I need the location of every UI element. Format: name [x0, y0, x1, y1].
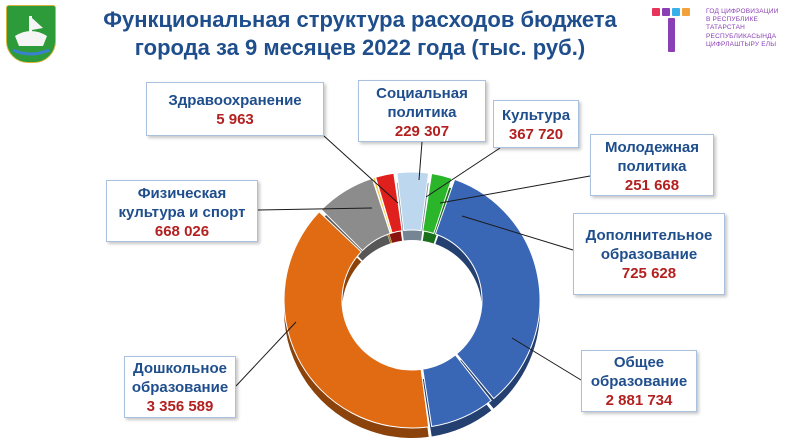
slice-label-preschool-education: Дошкольное образование 3 356 589 [124, 356, 236, 418]
title-line-1: Функциональная структура расходов бюджет… [103, 7, 617, 32]
slice-value: 367 720 [508, 126, 564, 143]
slice-label-healthcare: Здравоохранение 5 963 [146, 82, 324, 136]
slice-name: культура и спорт [118, 204, 246, 221]
slice-value: 5 963 [216, 111, 254, 128]
leader-line-youth-policy [439, 175, 591, 204]
slice-name: Культура [501, 107, 571, 124]
brand-text: ГОД ЦИФРОВИЗАЦИИ В РЕСПУБЛИКЕ ТАТАРСТАН … [706, 8, 779, 49]
brand-line: ТАТАРСТАН [706, 24, 745, 32]
leader-line-culture [425, 147, 501, 198]
slice-label-culture: Культура 367 720 [493, 100, 579, 148]
page-title: Функциональная структура расходов бюджет… [60, 6, 660, 62]
digitalization-year-logo-icon [652, 8, 690, 52]
leader-line-social-policy [418, 141, 423, 181]
brand-line: РЕСПУБЛИКАСЫНДА [706, 32, 777, 40]
slice-label-general-education: Общее образование 2 881 734 [581, 350, 697, 412]
brand-line: ГОД ЦИФРОВИЗАЦИИ [706, 8, 779, 15]
leader-line-physical-culture [257, 207, 373, 211]
leader-line-preschool-education [235, 321, 297, 387]
donut-slice [283, 211, 430, 429]
slice-value: 725 628 [621, 265, 677, 282]
slice-name: Физическая [137, 185, 227, 202]
slice-name: образование [600, 246, 698, 263]
slice-label-physical-culture: Физическая культура и спорт 668 026 [106, 180, 258, 242]
slice-name: Социальная [376, 85, 468, 102]
donut-slice [434, 178, 541, 400]
title-line-2: города за 9 месяцев 2022 года (тыс. руб.… [134, 35, 586, 60]
donut-slice [422, 354, 492, 428]
slice-name: образование [590, 373, 688, 390]
slice-value: 229 307 [394, 123, 450, 140]
slice-value: 3 356 589 [146, 398, 214, 415]
slice-value: 251 668 [624, 177, 680, 194]
slice-name: политика [387, 104, 457, 121]
brand-line: В РЕСПУБЛИКЕ [706, 16, 759, 24]
donut-slice [396, 171, 430, 232]
slice-label-social-policy: Социальная политика 229 307 [358, 80, 486, 142]
leader-line-general-education [511, 337, 582, 381]
slice-name: Дополнительное [585, 227, 713, 244]
slice-name: Дошкольное [133, 360, 227, 377]
donut-slice [320, 177, 391, 252]
donut-slice [422, 172, 453, 235]
leader-line-additional-education [461, 215, 574, 251]
slice-name: Здравоохранение [168, 92, 302, 109]
slice-value: 668 026 [154, 223, 210, 240]
city-coat-of-arms-icon [6, 5, 56, 63]
slice-name: образование [131, 379, 229, 396]
slice-label-additional-education: Дополнительное образование 725 628 [573, 213, 725, 295]
slice-value: 2 881 734 [605, 392, 673, 409]
donut-slice [372, 176, 393, 234]
slice-name: политика [617, 158, 687, 175]
leader-line-healthcare [323, 135, 399, 204]
brand-line: ЦИФРЛАШТЫРУ ЕЛЫ [706, 40, 777, 48]
slice-label-youth-policy: Молодежная политика 251 668 [590, 134, 714, 196]
slice-name: Общее [613, 354, 665, 371]
slice-name: Молодежная [604, 139, 700, 156]
